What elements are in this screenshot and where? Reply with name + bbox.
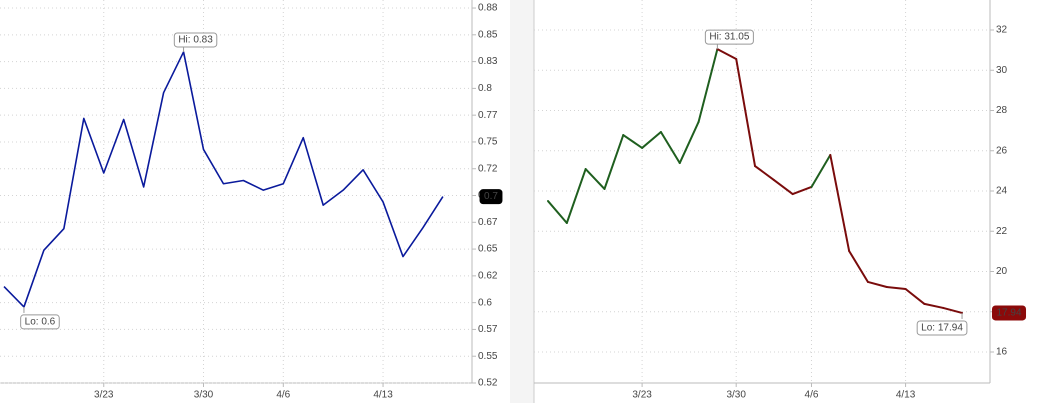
line-segment bbox=[565, 168, 587, 224]
line-segment bbox=[866, 280, 888, 288]
x-tick-label: 3/23 bbox=[632, 390, 652, 401]
y-tick-label: 0.8 bbox=[478, 83, 492, 94]
x-tick-label: 4/6 bbox=[805, 390, 819, 401]
hi-annotation-box bbox=[704, 29, 754, 45]
line-segment bbox=[547, 200, 568, 224]
line-segment bbox=[659, 131, 681, 165]
y-tick-label: 24 bbox=[996, 186, 1008, 197]
line-segment bbox=[829, 153, 851, 252]
y-tick-label: 0.6 bbox=[478, 297, 492, 308]
y-tick-label: 0.57 bbox=[478, 324, 498, 335]
x-tick-label: 4/13 bbox=[896, 390, 916, 401]
y-tick-label: 0.75 bbox=[478, 137, 498, 148]
x-tick-label: 3/30 bbox=[726, 390, 746, 401]
y-tick-label: 30 bbox=[996, 65, 1008, 76]
x-tick-label: 4/6 bbox=[276, 390, 290, 401]
line-segment bbox=[735, 57, 757, 168]
line-segment bbox=[810, 153, 832, 188]
line-segment bbox=[791, 185, 813, 196]
x-tick-label: 4/13 bbox=[373, 390, 393, 401]
y-tick-label: 28 bbox=[996, 105, 1008, 116]
hi-annotation-text: Hi: 0.83 bbox=[178, 35, 213, 46]
last-value-box bbox=[479, 189, 503, 205]
line-segment bbox=[622, 134, 644, 149]
lo-annotation-box bbox=[916, 320, 968, 336]
hi-annotation-box bbox=[173, 32, 218, 48]
line-segment bbox=[641, 131, 662, 149]
y-tick-label: 0.77 bbox=[478, 110, 498, 121]
y-tick-label: 20 bbox=[996, 266, 1008, 277]
line-segment bbox=[904, 288, 926, 305]
last-value-box bbox=[991, 305, 1027, 321]
y-tick-label: 16 bbox=[996, 347, 1008, 358]
y-tick-label: 32 bbox=[996, 25, 1008, 36]
y-tick-label: 0.83 bbox=[478, 56, 498, 67]
y-tick-label: 0.88 bbox=[478, 3, 498, 14]
line-segment bbox=[716, 48, 738, 60]
last-value-text: 0.7 bbox=[484, 191, 498, 202]
y-tick-label: 22 bbox=[996, 226, 1008, 237]
line-segment bbox=[584, 168, 606, 190]
lo-annotation-text: Lo: 0.6 bbox=[25, 317, 56, 328]
y-tick-label: 0.52 bbox=[478, 378, 498, 389]
line-segment bbox=[885, 285, 907, 291]
line-segment bbox=[678, 120, 700, 165]
y-tick-label: 0.67 bbox=[478, 217, 498, 228]
line-segment bbox=[772, 178, 794, 196]
line-segment bbox=[942, 306, 964, 314]
line bbox=[3, 51, 444, 308]
x-tick-label: 3/30 bbox=[194, 390, 214, 401]
separator bbox=[510, 0, 534, 403]
line-segment bbox=[923, 302, 945, 309]
lo-annotation-text: Lo: 17.94 bbox=[921, 323, 963, 334]
y-tick-label: 0.72 bbox=[478, 163, 498, 174]
line-segment bbox=[603, 134, 625, 190]
line-segment bbox=[697, 48, 719, 123]
y-tick-label: 26 bbox=[996, 145, 1008, 156]
y-tick-label: 0.55 bbox=[478, 351, 498, 362]
y-tick-label: 0.62 bbox=[478, 271, 498, 282]
lo-annotation-box bbox=[20, 314, 60, 330]
hi-annotation-text: Hi: 31.05 bbox=[709, 32, 749, 43]
x-tick-label: 3/23 bbox=[94, 390, 114, 401]
last-value-text: 17.94 bbox=[996, 308, 1021, 319]
line-segment bbox=[754, 165, 775, 181]
y-tick-label: 0.85 bbox=[478, 29, 498, 40]
line-segment bbox=[848, 249, 869, 283]
y-tick-label: 0.65 bbox=[478, 244, 498, 255]
